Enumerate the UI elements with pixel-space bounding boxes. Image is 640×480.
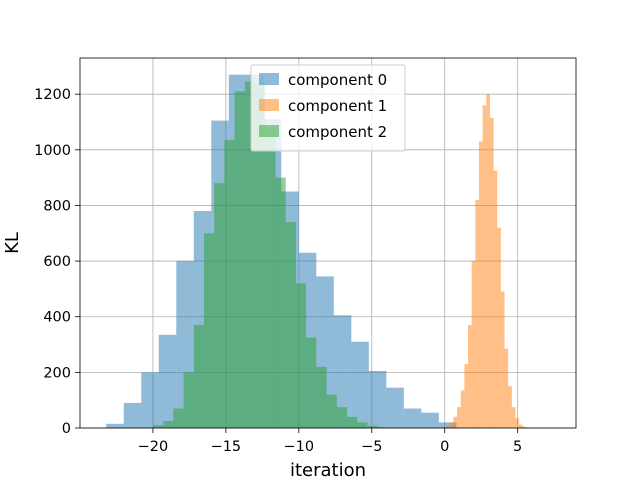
histogram-bar [457,407,461,428]
histogram-bar [265,128,276,428]
histogram-bar [500,291,505,428]
histogram-bar [449,422,454,428]
y-tick-label: 800 [43,198,71,214]
histogram-bar [158,334,177,428]
x-tick-label: −10 [284,439,315,455]
legend-label: component 2 [288,123,387,141]
histogram-bar [183,372,194,428]
histogram-bar [346,416,358,428]
histogram-bar [193,325,204,428]
histogram-bar [204,233,215,428]
histogram-bar [336,407,347,428]
histogram-bar [438,422,457,428]
histogram-bar [106,423,124,428]
histogram-bar [255,83,266,428]
histogram-bar [403,408,422,428]
histogram-bar [367,425,378,428]
histogram-bar [214,183,225,428]
histogram-bar [173,408,184,428]
histogram-bar [478,141,483,428]
series-1-bars [446,94,527,429]
histogram-bar [285,222,296,428]
histogram-bar [471,261,476,428]
x-tick-label: 0 [440,439,449,455]
histogram-bar [333,315,352,428]
histogram-bar [275,177,286,428]
legend-item: component 0 [259,71,387,89]
y-tick-label: 400 [43,310,71,326]
histogram-bar [486,94,490,429]
histogram-bar [453,416,458,428]
histogram-bars [106,74,527,429]
y-tick-label: 200 [43,365,71,381]
histogram-bar [522,426,527,428]
y-tick-label: 1200 [34,87,71,103]
histogram-bar [468,325,472,428]
histogram-bar [326,394,337,428]
histogram-bar [357,422,368,428]
histogram-bar [123,402,142,428]
histogram-bar [421,412,439,428]
histogram-bar [446,425,450,428]
histogram-bar [386,387,404,428]
histogram-bar [295,283,307,428]
histogram-bar [368,370,387,428]
x-tick-label: 5 [513,439,522,455]
axis-ticks: −20 −15 −10 −5 0 5 0 200 400 600 800 1000 1200 [34,87,522,455]
histogram-bar [475,199,479,428]
histogram-bar [464,364,469,428]
legend-swatch [259,73,279,85]
histogram-bar [316,366,327,428]
histogram-bar [306,337,317,428]
histogram-bar [511,407,516,428]
histogram-bar [489,117,494,429]
histogram-bar [493,170,498,428]
histogram-bar [515,418,520,428]
histogram-bar [508,386,512,428]
y-tick-label: 600 [43,254,71,270]
legend-swatch [259,125,279,137]
y-tick-label: 1000 [34,143,71,159]
histogram-bar [504,348,509,428]
x-tick-label: −5 [361,439,382,455]
histogram-bar [351,341,369,428]
legend-item: component 2 [259,123,387,141]
x-tick-label: −20 [138,439,169,455]
legend-item: component 1 [259,97,387,115]
histogram-bar [377,427,387,428]
legend-swatch [259,99,279,111]
y-tick-label: 0 [62,421,71,437]
histogram-bar [234,91,245,429]
histogram-bar [244,81,256,429]
histogram-bar [152,425,164,428]
histogram-bar [141,372,159,428]
legend-label: component 1 [288,97,387,115]
histogram-bar [497,227,501,428]
y-axis-label: KL [2,232,23,254]
plot-frame [79,57,577,429]
histogram-bar [482,105,487,428]
histogram-bar [163,421,174,428]
x-tick-label: −15 [211,439,242,455]
histogram-bar [460,390,465,428]
histogram-bar [519,424,523,428]
legend-frame [250,64,406,152]
legend-label: component 0 [288,71,387,89]
histogram-bar [224,140,235,428]
legend: component 0 component 1 component 2 [250,64,406,152]
series-2-bars [152,81,387,429]
x-axis-label: iteration [290,460,366,480]
